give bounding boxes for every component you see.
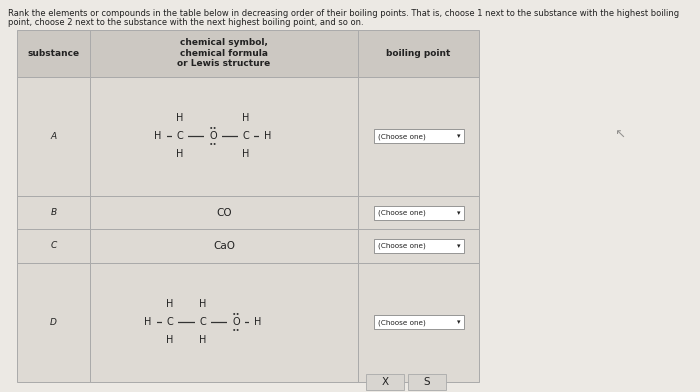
Bar bbox=[408, 374, 446, 390]
Text: point, choose 2 next to the substance with the next highest boiling point, and s: point, choose 2 next to the substance wi… bbox=[8, 18, 363, 27]
Bar bbox=[374, 129, 463, 143]
Text: C: C bbox=[167, 317, 174, 327]
Bar bbox=[358, 229, 479, 263]
Text: H: H bbox=[199, 335, 206, 345]
Text: ∙∙: ∙∙ bbox=[232, 311, 240, 317]
Text: substance: substance bbox=[27, 49, 80, 58]
Text: H: H bbox=[254, 317, 262, 327]
Bar bbox=[374, 206, 463, 220]
Text: CO: CO bbox=[216, 208, 232, 218]
Text: ▾: ▾ bbox=[456, 133, 461, 140]
Text: X: X bbox=[382, 377, 388, 387]
Bar bbox=[17, 196, 90, 229]
Text: H: H bbox=[242, 113, 250, 123]
Text: C: C bbox=[176, 131, 183, 142]
Text: (Choose one): (Choose one) bbox=[377, 209, 426, 216]
Text: A: A bbox=[50, 132, 57, 141]
Text: (Choose one): (Choose one) bbox=[377, 243, 426, 249]
Bar bbox=[374, 239, 463, 253]
Text: ↗: ↗ bbox=[613, 127, 626, 137]
Bar bbox=[90, 196, 358, 229]
Text: ∙∙: ∙∙ bbox=[209, 142, 218, 147]
Text: ▾: ▾ bbox=[456, 210, 461, 216]
Text: H: H bbox=[144, 317, 152, 327]
Bar bbox=[17, 229, 90, 263]
Bar bbox=[17, 30, 90, 77]
Text: H: H bbox=[242, 149, 250, 160]
Bar bbox=[358, 196, 479, 229]
Text: C: C bbox=[199, 317, 206, 327]
Bar bbox=[90, 263, 358, 382]
Text: C: C bbox=[243, 131, 249, 142]
Bar bbox=[17, 263, 90, 382]
Text: D: D bbox=[50, 318, 57, 327]
Text: H: H bbox=[176, 113, 183, 123]
Text: ∙∙: ∙∙ bbox=[232, 327, 240, 333]
Text: boiling point: boiling point bbox=[386, 49, 451, 58]
Text: H: H bbox=[199, 299, 206, 309]
Bar bbox=[90, 229, 358, 263]
Text: H: H bbox=[167, 335, 174, 345]
Bar bbox=[17, 77, 90, 196]
Bar bbox=[358, 263, 479, 382]
Text: H: H bbox=[167, 299, 174, 309]
Bar bbox=[90, 30, 358, 77]
Text: O: O bbox=[232, 317, 240, 327]
Text: (Choose one): (Choose one) bbox=[377, 319, 426, 325]
Bar bbox=[374, 315, 463, 329]
Text: Rank the elements or compounds in the table below in decreasing order of their b: Rank the elements or compounds in the ta… bbox=[8, 9, 679, 18]
Text: S: S bbox=[424, 377, 430, 387]
Text: ▾: ▾ bbox=[456, 243, 461, 249]
Text: C: C bbox=[50, 241, 57, 250]
Text: B: B bbox=[50, 208, 57, 217]
Bar bbox=[358, 77, 479, 196]
Text: ▾: ▾ bbox=[456, 319, 461, 325]
Text: H: H bbox=[176, 149, 183, 160]
Text: chemical symbol,
chemical formula
or Lewis structure: chemical symbol, chemical formula or Lew… bbox=[177, 38, 271, 68]
Text: CaO: CaO bbox=[213, 241, 235, 251]
Bar bbox=[358, 30, 479, 77]
Text: (Choose one): (Choose one) bbox=[377, 133, 426, 140]
Text: H: H bbox=[265, 131, 272, 142]
Bar bbox=[90, 77, 358, 196]
Bar bbox=[366, 374, 404, 390]
Text: H: H bbox=[154, 131, 162, 142]
Text: O: O bbox=[209, 131, 217, 142]
Text: ∙∙: ∙∙ bbox=[209, 125, 218, 131]
